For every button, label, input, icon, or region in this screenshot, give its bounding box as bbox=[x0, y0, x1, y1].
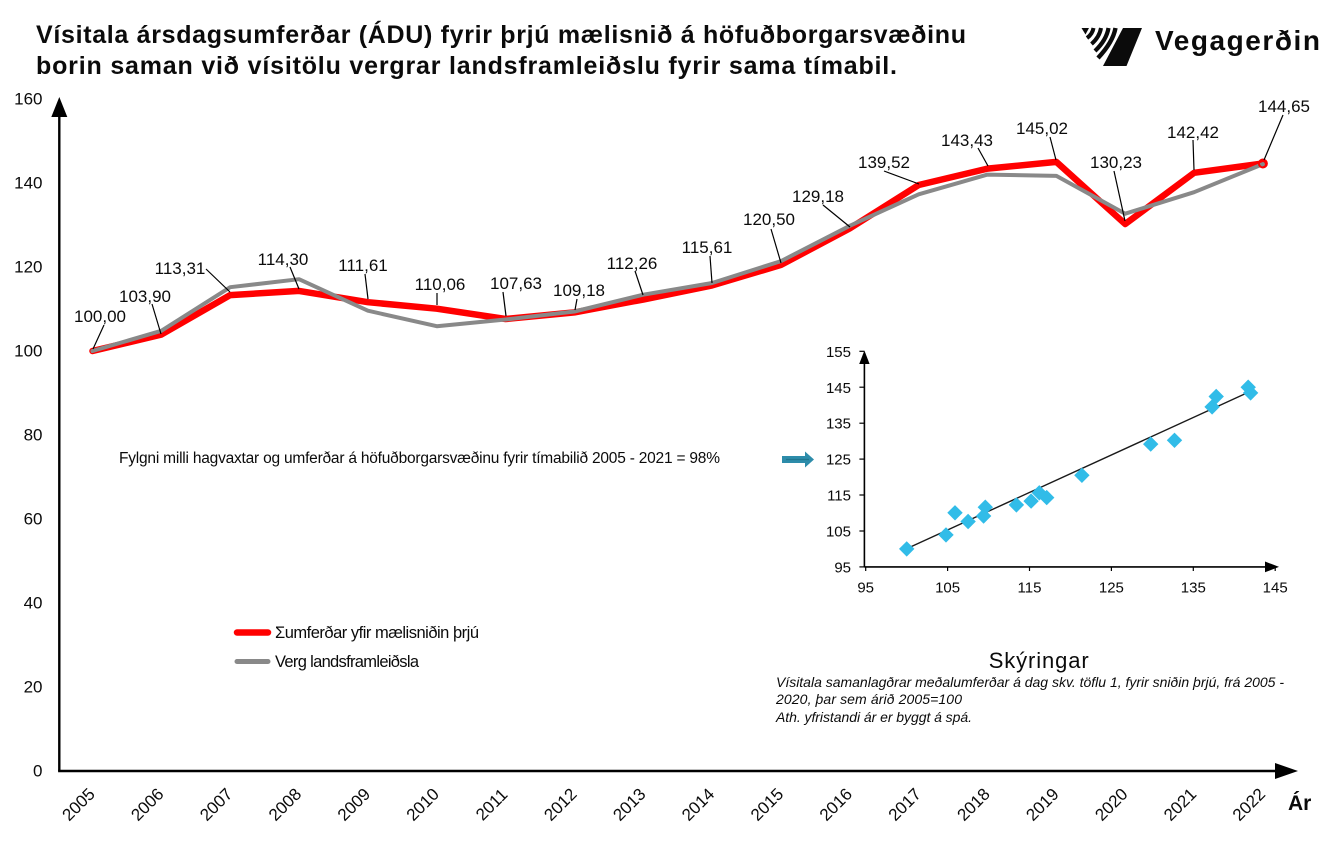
svg-text:135: 135 bbox=[826, 416, 851, 433]
svg-text:Verg landsframleiðsla: Verg landsframleiðsla bbox=[275, 653, 420, 671]
svg-text:145: 145 bbox=[1263, 580, 1288, 597]
svg-text:144,65: 144,65 bbox=[1258, 97, 1310, 116]
svg-text:113,31: 113,31 bbox=[155, 259, 206, 278]
svg-text:95: 95 bbox=[857, 580, 874, 597]
svg-text:40: 40 bbox=[24, 594, 43, 613]
svg-text:Vísitala samanlagðrar meðalumf: Vísitala samanlagðrar meðalumferðar á da… bbox=[776, 674, 1284, 690]
svg-text:115,61: 115,61 bbox=[682, 238, 733, 257]
svg-text:125: 125 bbox=[1099, 580, 1124, 597]
svg-text:111,61: 111,61 bbox=[338, 256, 387, 275]
svg-text:80: 80 bbox=[24, 426, 43, 445]
svg-text:Skýringar: Skýringar bbox=[989, 648, 1089, 673]
svg-text:145,02: 145,02 bbox=[1016, 119, 1068, 138]
svg-text:115: 115 bbox=[827, 488, 851, 505]
svg-text:borin saman við vísitölu vergr: borin saman við vísitölu vergrar landsfr… bbox=[36, 52, 897, 80]
svg-text:105: 105 bbox=[826, 524, 851, 541]
svg-text:129,18: 129,18 bbox=[792, 187, 844, 206]
svg-text:Ár: Ár bbox=[1288, 792, 1311, 815]
svg-text:100: 100 bbox=[14, 342, 42, 361]
svg-text:60: 60 bbox=[24, 510, 43, 529]
svg-text:112,26: 112,26 bbox=[607, 254, 658, 273]
svg-text:105: 105 bbox=[935, 580, 960, 597]
svg-text:140: 140 bbox=[14, 174, 42, 193]
svg-text:160: 160 bbox=[14, 90, 42, 109]
svg-text:155: 155 bbox=[826, 344, 851, 361]
svg-text:103,90: 103,90 bbox=[119, 287, 171, 306]
svg-text:115: 115 bbox=[1018, 580, 1042, 597]
svg-text:Vísitala ársdagsumferðar (ÁDU): Vísitala ársdagsumferðar (ÁDU) fyrir þrj… bbox=[36, 20, 966, 49]
svg-text:20: 20 bbox=[24, 678, 43, 697]
svg-text:100,00: 100,00 bbox=[74, 307, 126, 326]
svg-text:Vegagerðin: Vegagerðin bbox=[1155, 25, 1320, 56]
svg-text:125: 125 bbox=[826, 452, 851, 469]
svg-text:2020, þar sem árið 2005=100: 2020, þar sem árið 2005=100 bbox=[775, 691, 962, 707]
svg-text:Fylgni milli hagvaxtar og umfe: Fylgni milli hagvaxtar og umferðar á höf… bbox=[119, 450, 720, 467]
svg-text:130,23: 130,23 bbox=[1090, 153, 1142, 172]
svg-text:142,42: 142,42 bbox=[1167, 123, 1219, 142]
svg-text:114,30: 114,30 bbox=[258, 250, 309, 269]
svg-text:0: 0 bbox=[33, 762, 42, 781]
svg-text:139,52: 139,52 bbox=[858, 153, 910, 172]
svg-text:Σumferðar yfir mælisniðin þrjú: Σumferðar yfir mælisniðin þrjú bbox=[275, 624, 479, 642]
svg-text:95: 95 bbox=[834, 559, 851, 576]
svg-text:107,63: 107,63 bbox=[490, 274, 542, 293]
svg-text:110,06: 110,06 bbox=[415, 275, 466, 294]
svg-text:120: 120 bbox=[14, 258, 42, 277]
svg-text:Ath. yfristandi ár er byggt á: Ath. yfristandi ár er byggt á spá. bbox=[775, 709, 972, 725]
svg-text:120,50: 120,50 bbox=[743, 210, 795, 229]
svg-text:143,43: 143,43 bbox=[941, 131, 993, 150]
svg-text:135: 135 bbox=[1181, 580, 1206, 597]
svg-text:109,18: 109,18 bbox=[553, 281, 605, 300]
svg-text:145: 145 bbox=[826, 380, 851, 397]
